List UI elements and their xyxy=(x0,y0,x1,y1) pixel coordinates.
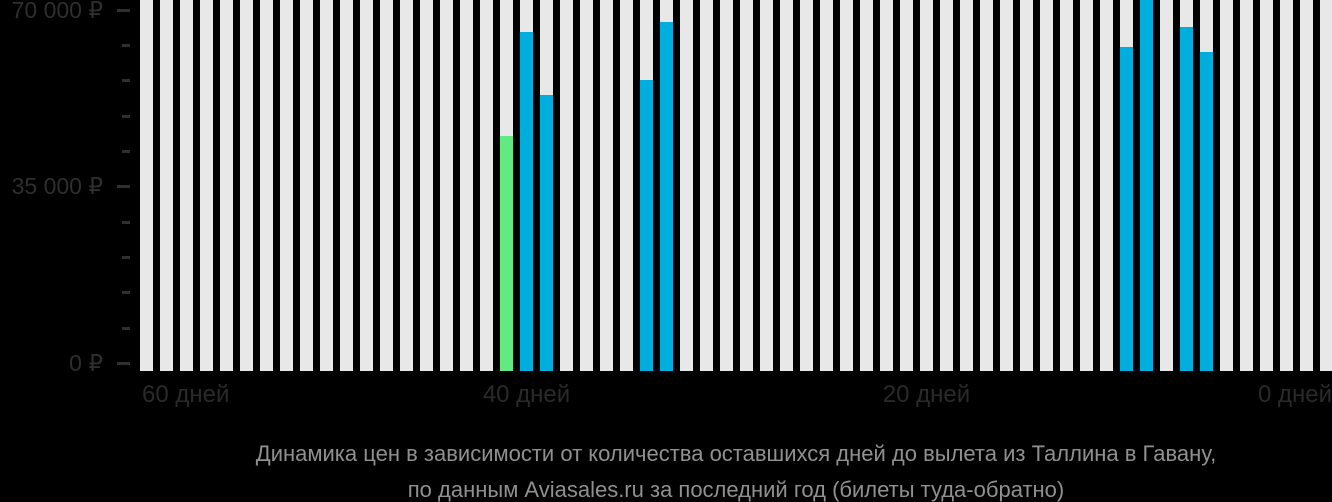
bar-day-53 xyxy=(260,0,273,371)
x-axis-label-0: 0 дней xyxy=(1257,381,1332,408)
bar-day-17 xyxy=(980,0,993,371)
x-axis-label-60: 60 дней xyxy=(142,381,230,408)
bar-day-45 xyxy=(420,0,433,371)
chart-caption: Динамика цен в зависимости от количества… xyxy=(140,436,1332,502)
bar-day-8 xyxy=(1160,0,1173,371)
bar-day-3 xyxy=(1260,0,1273,371)
bar-day-57 xyxy=(180,0,193,371)
bar-day-47 xyxy=(380,0,393,371)
bar-day-52 xyxy=(280,0,293,371)
bar-day-35 xyxy=(620,0,633,371)
price-bar-day-34 xyxy=(640,80,653,371)
price-bar-day-40 xyxy=(520,32,533,371)
y-minor-tick xyxy=(122,327,130,330)
bar-day-43 xyxy=(460,0,473,371)
bar-day-18 xyxy=(960,0,973,371)
price-bar-day-41 xyxy=(500,136,513,371)
x-axis-label-40: 40 дней xyxy=(482,381,571,408)
y-minor-tick xyxy=(122,115,130,118)
bar-day-58 xyxy=(160,0,173,371)
y-minor-tick xyxy=(122,291,130,294)
price-bar-day-6 xyxy=(1200,52,1213,371)
bar-day-46 xyxy=(400,0,413,371)
bar-day-23 xyxy=(860,0,873,371)
price-bar-day-7 xyxy=(1180,27,1193,371)
bar-day-56 xyxy=(200,0,213,371)
bar-day-51 xyxy=(300,0,313,371)
price-bar-day-33 xyxy=(660,22,673,371)
y-axis-label: 35 000 ₽ xyxy=(11,173,103,199)
bar-day-49 xyxy=(340,0,353,371)
price-bar-day-39 xyxy=(540,95,553,371)
plot-area xyxy=(140,0,1332,371)
bar-day-5 xyxy=(1220,0,1233,371)
bar-day-11 xyxy=(1100,0,1113,371)
bar-day-28 xyxy=(760,0,773,371)
y-minor-tick xyxy=(122,44,130,47)
y-major-tick xyxy=(117,9,130,12)
bar-day-55 xyxy=(220,0,233,371)
bar-day-30 xyxy=(720,0,733,371)
bar-day-26 xyxy=(800,0,813,371)
price-bar-day-9 xyxy=(1140,0,1153,371)
caption-subtitle: по данным Aviasales.ru за последний год … xyxy=(407,477,1065,502)
bar-day-32 xyxy=(680,0,693,371)
y-minor-tick xyxy=(122,79,130,82)
bar-day-31 xyxy=(700,0,713,371)
bar-day-38 xyxy=(560,0,573,371)
bar-day-1 xyxy=(1300,0,1313,371)
bar-day-24 xyxy=(840,0,853,371)
bar-day-19 xyxy=(940,0,953,371)
bar-day-15 xyxy=(1020,0,1033,371)
caption-title: Динамика цен в зависимости от количества… xyxy=(255,441,1217,466)
y-minor-tick xyxy=(122,221,130,224)
y-axis-label: 0 ₽ xyxy=(69,350,103,376)
bar-day-25 xyxy=(820,0,833,371)
bar-day-13 xyxy=(1060,0,1073,371)
y-axis-label: 70 000 ₽ xyxy=(11,0,103,23)
bar-day-44 xyxy=(440,0,453,371)
y-major-tick xyxy=(117,185,130,188)
bar-day-42 xyxy=(480,0,493,371)
x-axis-label-20: 20 дней xyxy=(882,381,971,408)
bar-day-20 xyxy=(920,0,933,371)
bar-day-54 xyxy=(240,0,253,371)
bar-day-21 xyxy=(900,0,913,371)
bar-day-50 xyxy=(320,0,333,371)
bar-day-16 xyxy=(1000,0,1013,371)
y-minor-tick xyxy=(122,150,130,153)
bar-day-2 xyxy=(1280,0,1293,371)
bar-day-14 xyxy=(1040,0,1053,371)
bar-day-12 xyxy=(1080,0,1093,371)
bar-day-4 xyxy=(1240,0,1253,371)
bar-day-36 xyxy=(600,0,613,371)
bar-day-27 xyxy=(780,0,793,371)
bar-day-22 xyxy=(880,0,893,371)
bar-day-59 xyxy=(140,0,153,371)
bar-day-48 xyxy=(360,0,373,371)
bar-day-29 xyxy=(740,0,753,371)
y-major-tick xyxy=(117,362,130,365)
bar-day-37 xyxy=(580,0,593,371)
y-minor-tick xyxy=(122,256,130,259)
price-bar-day-10 xyxy=(1120,47,1133,371)
bar-day-0 xyxy=(1320,0,1332,371)
